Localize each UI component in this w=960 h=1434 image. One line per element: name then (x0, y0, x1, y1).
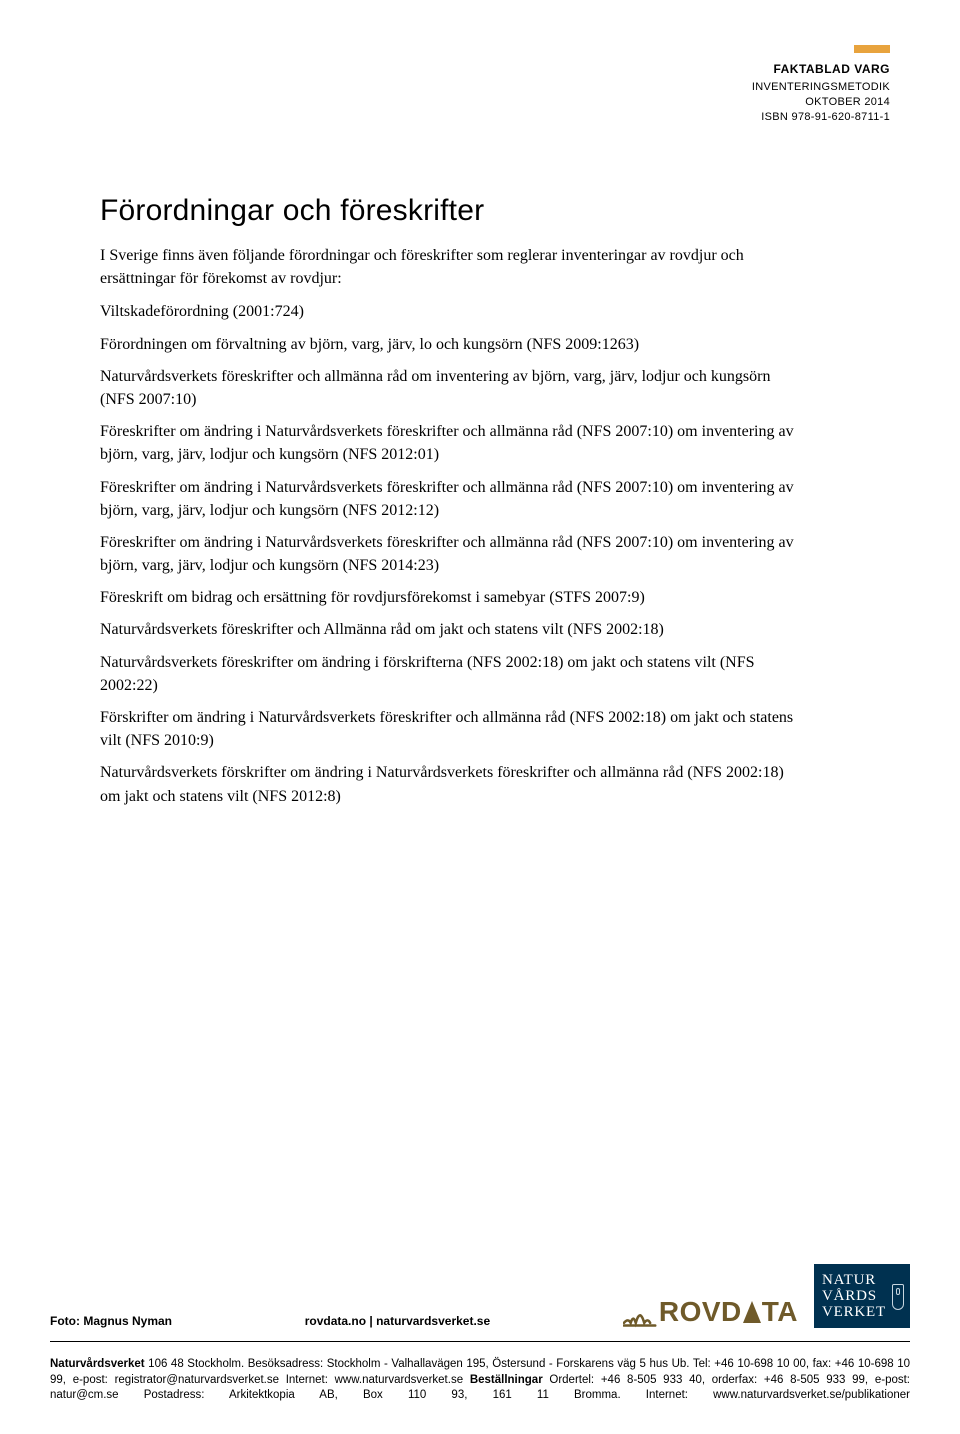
regulation-item: Förskrifter om ändring i Naturvårdsverke… (100, 706, 800, 752)
regulation-item: Naturvårdsverkets föreskrifter om ändrin… (100, 651, 800, 697)
header-line-1: INVENTERINGSMETODIK (752, 80, 890, 95)
footer-upper: Foto: Magnus Nyman rovdata.no | naturvar… (50, 1264, 910, 1328)
nv-logo-line1: NATUR (822, 1273, 886, 1289)
nv-logo-line3: VERKET (822, 1305, 886, 1321)
header-line-2: OKTOBER 2014 (752, 95, 890, 110)
contact-org-name: Naturvårdsverket (50, 1358, 145, 1370)
photo-credit: Foto: Magnus Nyman (50, 1314, 172, 1328)
rovdata-wordmark: ROVDTA (659, 1296, 798, 1328)
regulation-item: Naturvårdsverkets förskrifter om ändring… (100, 761, 800, 807)
header-title: FAKTABLAD VARG (752, 62, 890, 76)
logo-group: ROVDTA NATUR VÅRDS VERKET (623, 1264, 910, 1328)
regulation-item: Viltskadeförordning (2001:724) (100, 300, 800, 323)
document-body: Förordningar och föreskrifter I Sverige … (100, 44, 800, 808)
regulation-item: Förordningen om förvaltning av björn, va… (100, 333, 800, 356)
footer-contact: Naturvårdsverket 106 48 Stockholm. Besök… (50, 1357, 910, 1404)
regulation-item: Föreskrift om bidrag och ersättning för … (100, 586, 800, 609)
footer-divider (50, 1341, 910, 1342)
rovdata-wave-icon (623, 1306, 657, 1328)
regulation-item: Föreskrifter om ändring i Naturvårdsverk… (100, 476, 800, 522)
nv-logo-line2: VÅRDS (822, 1289, 886, 1305)
regulation-item: Naturvårdsverkets föreskrifter och Allmä… (100, 618, 800, 641)
header-accent-bar (854, 45, 890, 53)
document-header: FAKTABLAD VARG INVENTERINGSMETODIK OKTOB… (752, 44, 890, 125)
nv-crest-icon (892, 1284, 904, 1310)
intro-paragraph: I Sverige finns även följande förordning… (100, 244, 800, 290)
header-line-3: ISBN 978-91-620-8711-1 (752, 110, 890, 125)
orders-label: Beställningar (470, 1374, 543, 1386)
regulation-item: Föreskrifter om ändring i Naturvårdsverk… (100, 420, 800, 466)
regulation-item: Föreskrifter om ändring i Naturvårdsverk… (100, 531, 800, 577)
page-heading: Förordningar och föreskrifter (100, 194, 800, 228)
regulation-item: Naturvårdsverkets föreskrifter och allmä… (100, 365, 800, 411)
website-links: rovdata.no | naturvardsverket.se (305, 1314, 490, 1328)
rovdata-logo: ROVDTA (623, 1296, 798, 1328)
naturvardsverket-logo: NATUR VÅRDS VERKET (814, 1264, 910, 1328)
